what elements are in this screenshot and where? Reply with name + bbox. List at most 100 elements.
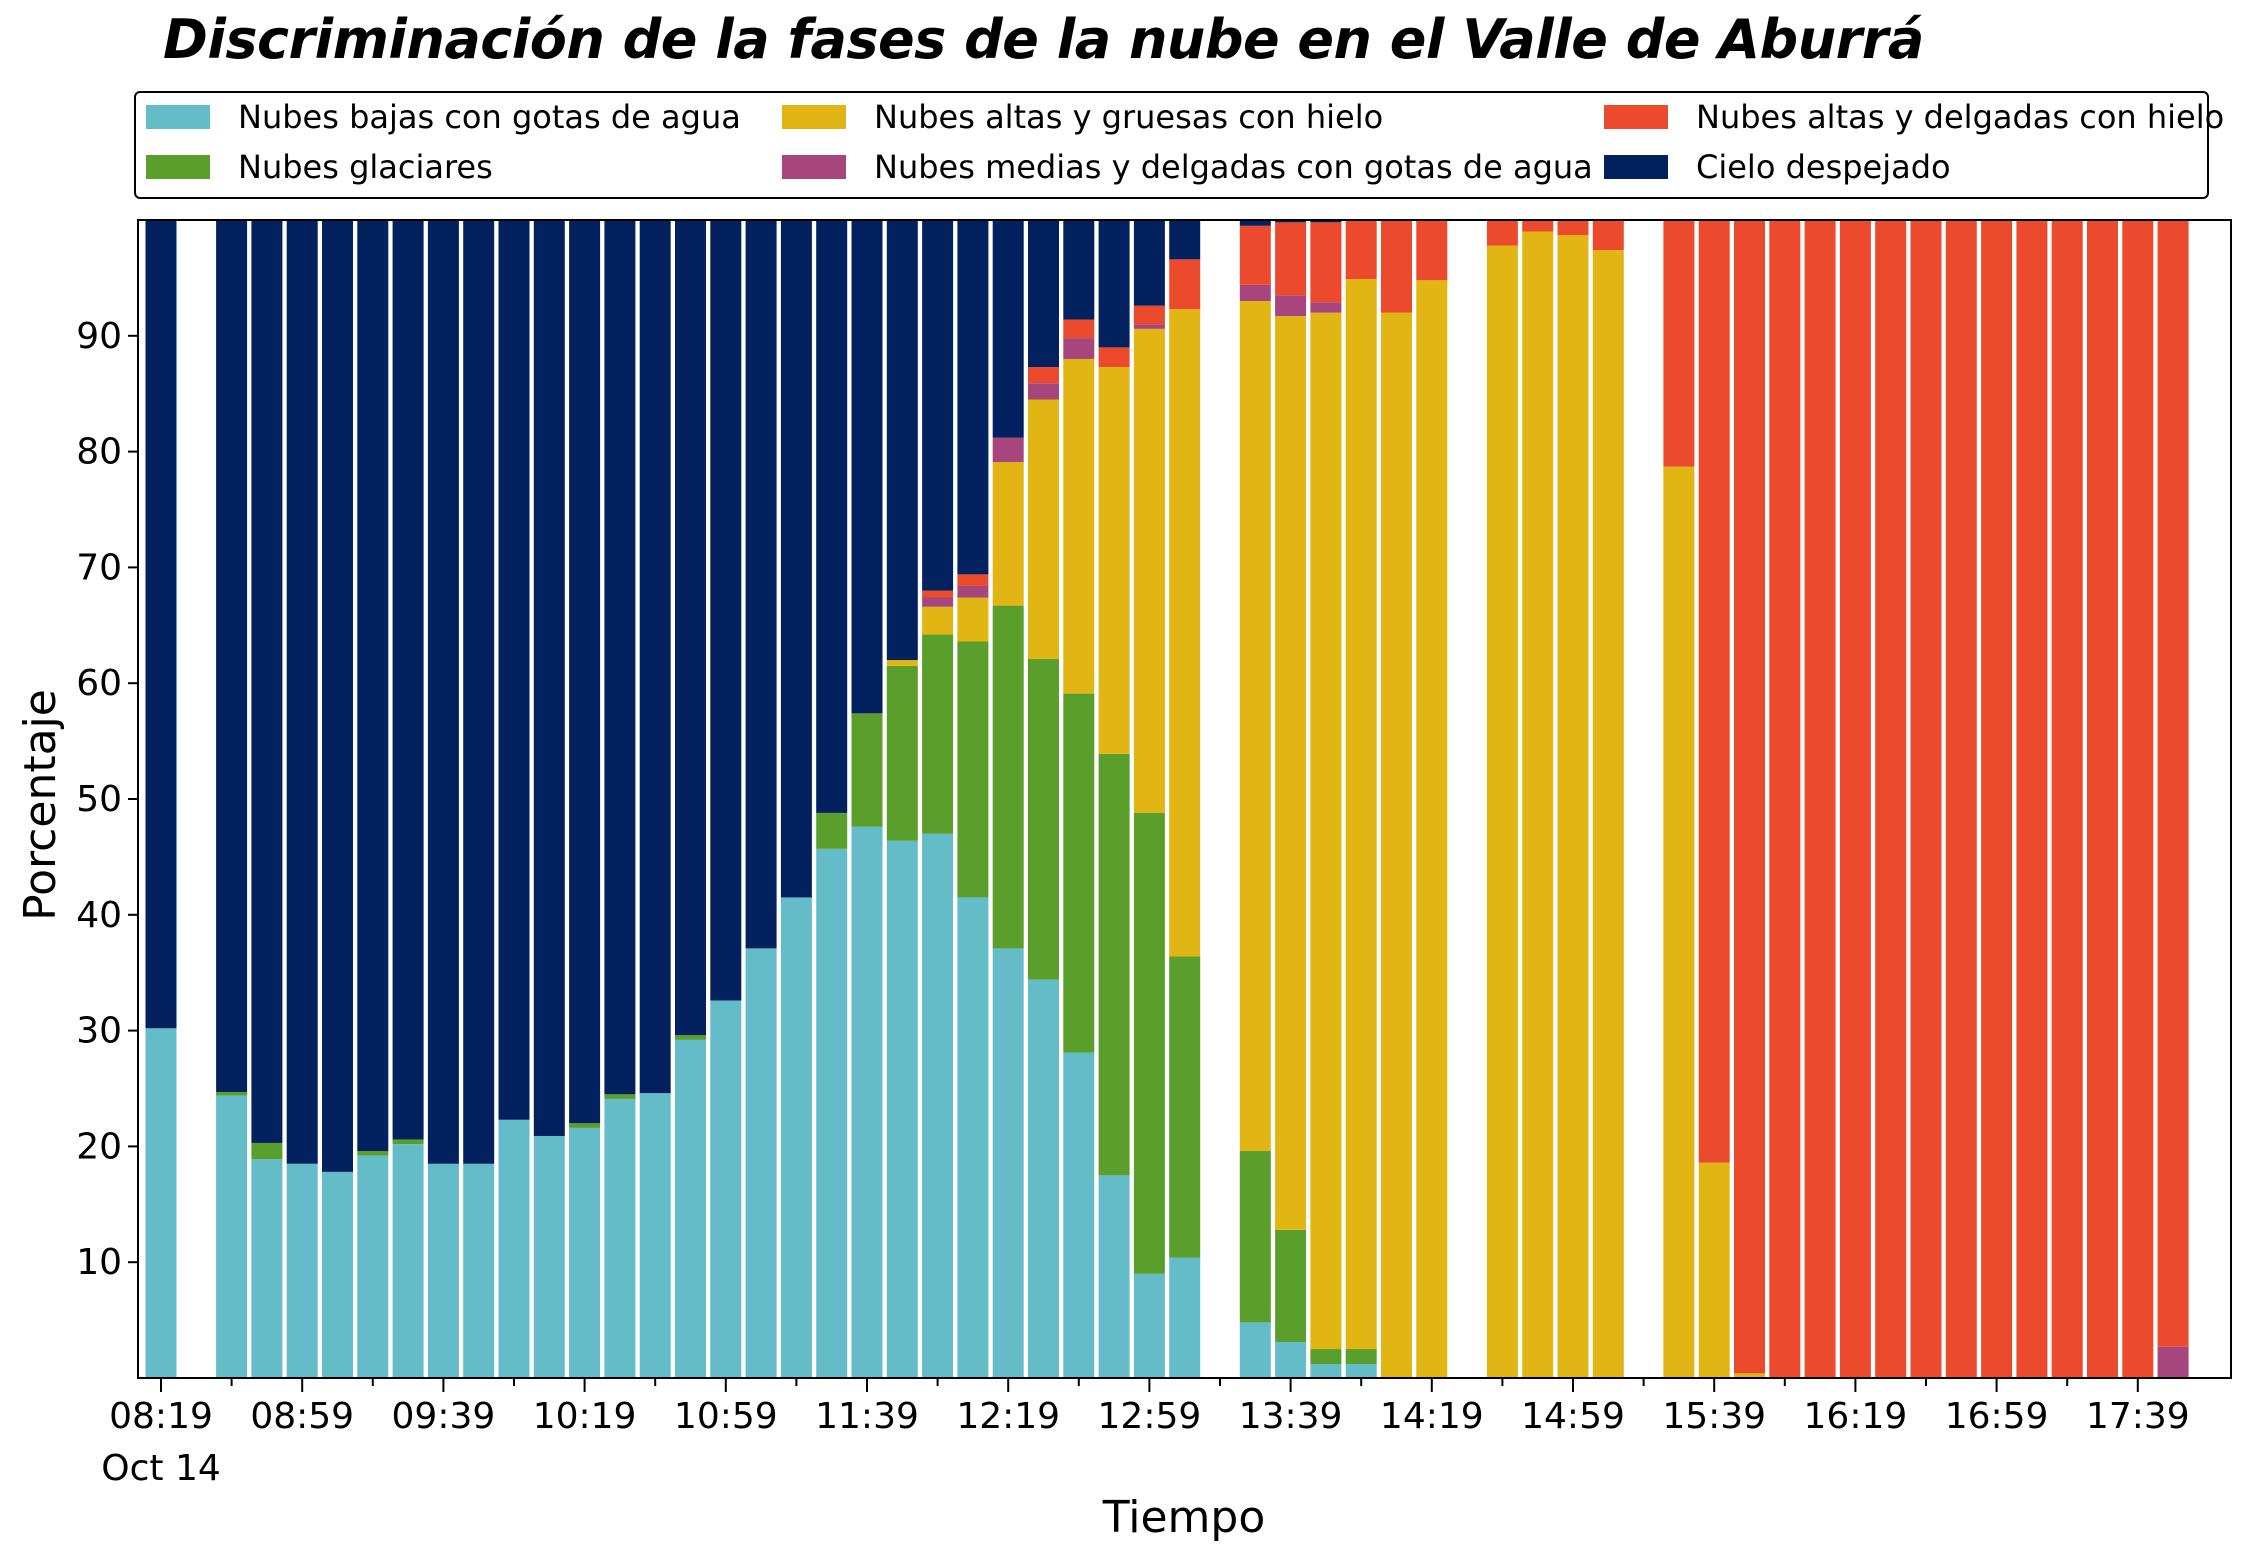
bar-segment [1310, 312, 1342, 1350]
bar-segment [392, 1144, 424, 1378]
bar-segment [816, 220, 848, 813]
bar-segment [1028, 220, 1059, 368]
bar-segment [816, 812, 848, 849]
bar-segment [1275, 316, 1307, 1230]
legend-label: Cielo despejado [1696, 148, 1951, 186]
bar-segment [957, 597, 989, 642]
bar-segment [922, 597, 954, 607]
bar-segment [1839, 220, 1871, 1378]
y-axis-title: Porcentaje [15, 689, 66, 921]
bar-segment [1486, 245, 1518, 1379]
bar-segment [569, 1127, 601, 1378]
bar-segment [1239, 1322, 1271, 1378]
bar-segment [604, 1094, 636, 1099]
bar-segment [1063, 693, 1095, 1053]
bar-segment [1133, 328, 1165, 813]
x-tick-label: 10:19 [533, 1396, 637, 1437]
y-tick-label: 80 [76, 432, 122, 473]
bar-segment [1310, 1364, 1342, 1378]
bar-segment [216, 1095, 248, 1378]
bar-segment [569, 220, 601, 1124]
chart-title: Discriminación de la fases de la nube en… [163, 8, 1924, 71]
bar-segment [1133, 220, 1165, 306]
bar-segment [216, 220, 248, 1092]
bar-segment [569, 1123, 601, 1128]
legend-item: Nubes altas y gruesas con hielo [782, 97, 1383, 137]
bar-segment [357, 1155, 389, 1378]
bar-segment [251, 1159, 283, 1378]
bar-segment [957, 220, 989, 575]
bar-segment [710, 1000, 742, 1378]
bar-segment [1169, 220, 1201, 260]
y-tick-label: 20 [76, 1126, 122, 1167]
bar-segment [1133, 324, 1165, 329]
bar-segment [1734, 1373, 1765, 1378]
bar-segment [1275, 295, 1307, 317]
bar-segment [1028, 383, 1059, 400]
legend: Nubes bajas con gotas de agua Nubes glaci… [134, 91, 2224, 199]
x-tick-label: 09:39 [392, 1396, 496, 1437]
bar-segment [780, 897, 812, 1378]
bar-segment [1169, 1257, 1201, 1378]
x-tick-label: 15:39 [1662, 1396, 1766, 1437]
bar-segment [1239, 301, 1271, 1152]
bar-segment [2016, 220, 2048, 1378]
bar-segment [851, 220, 883, 714]
bar-segment [1169, 956, 1201, 1258]
x-tick-label: 10:59 [674, 1396, 778, 1437]
bar-segment [745, 948, 777, 1378]
bar-segment [886, 665, 918, 841]
bar-segment [1239, 225, 1271, 285]
bar-segment [922, 634, 954, 834]
bar-segment [2087, 220, 2118, 1378]
bar-segment [675, 1039, 706, 1378]
legend-item: Cielo despejado [1604, 147, 1951, 187]
bar-segment [1734, 220, 1765, 1374]
bar-segment [1063, 338, 1095, 359]
x-axis-title: Tiempo [1102, 1492, 1266, 1543]
bar-segment [957, 574, 989, 586]
bar-segment [957, 897, 989, 1378]
bar-segment [1169, 259, 1201, 310]
y-tick-label: 40 [76, 895, 122, 936]
bar-segment [922, 220, 954, 591]
bar-segment [427, 1163, 459, 1378]
bar-segment [1381, 312, 1412, 1378]
bar-segment [922, 833, 954, 1378]
bar-segment [1981, 220, 2013, 1378]
bar-segment [533, 1135, 565, 1378]
bar-segment [1945, 220, 1977, 1378]
bar-segment [1698, 1162, 1730, 1378]
bar-segment [2051, 220, 2083, 1378]
bar-segment [322, 220, 353, 1172]
bar-segment [2157, 1346, 2189, 1378]
bar-segment [992, 437, 1024, 463]
bar-segment [1133, 812, 1165, 1274]
bar-segment [1169, 309, 1201, 957]
bar-segment [533, 220, 565, 1136]
bar-segment [1239, 220, 1271, 226]
bar-segment [1381, 220, 1412, 313]
bar-segment [992, 220, 1024, 438]
bar-segment [1063, 220, 1095, 320]
bar-segment [1910, 220, 1942, 1378]
bar-segment [886, 220, 918, 661]
bar-segment [675, 220, 706, 1036]
legend-item: Nubes medias y delgadas con gotas de agu… [782, 147, 1593, 187]
legend-label: Nubes altas y delgadas con hielo [1696, 98, 2225, 136]
bar-segment [1310, 302, 1342, 313]
bar-segment [1239, 1151, 1271, 1323]
bar-segment [886, 660, 918, 666]
bar-segment [498, 220, 530, 1120]
bar-segment [604, 220, 636, 1095]
y-tick-label: 60 [76, 663, 122, 704]
bar-segment [1557, 220, 1589, 236]
x-tick-label: 11:39 [815, 1396, 919, 1437]
bar-segment [1275, 220, 1307, 223]
bar-segment [427, 220, 459, 1164]
x-tick-label: 08:59 [250, 1396, 354, 1437]
bar-segment [286, 1163, 318, 1378]
bar-segment [710, 220, 742, 1001]
bar-segment [145, 1028, 177, 1378]
bar-segment [463, 1163, 495, 1378]
